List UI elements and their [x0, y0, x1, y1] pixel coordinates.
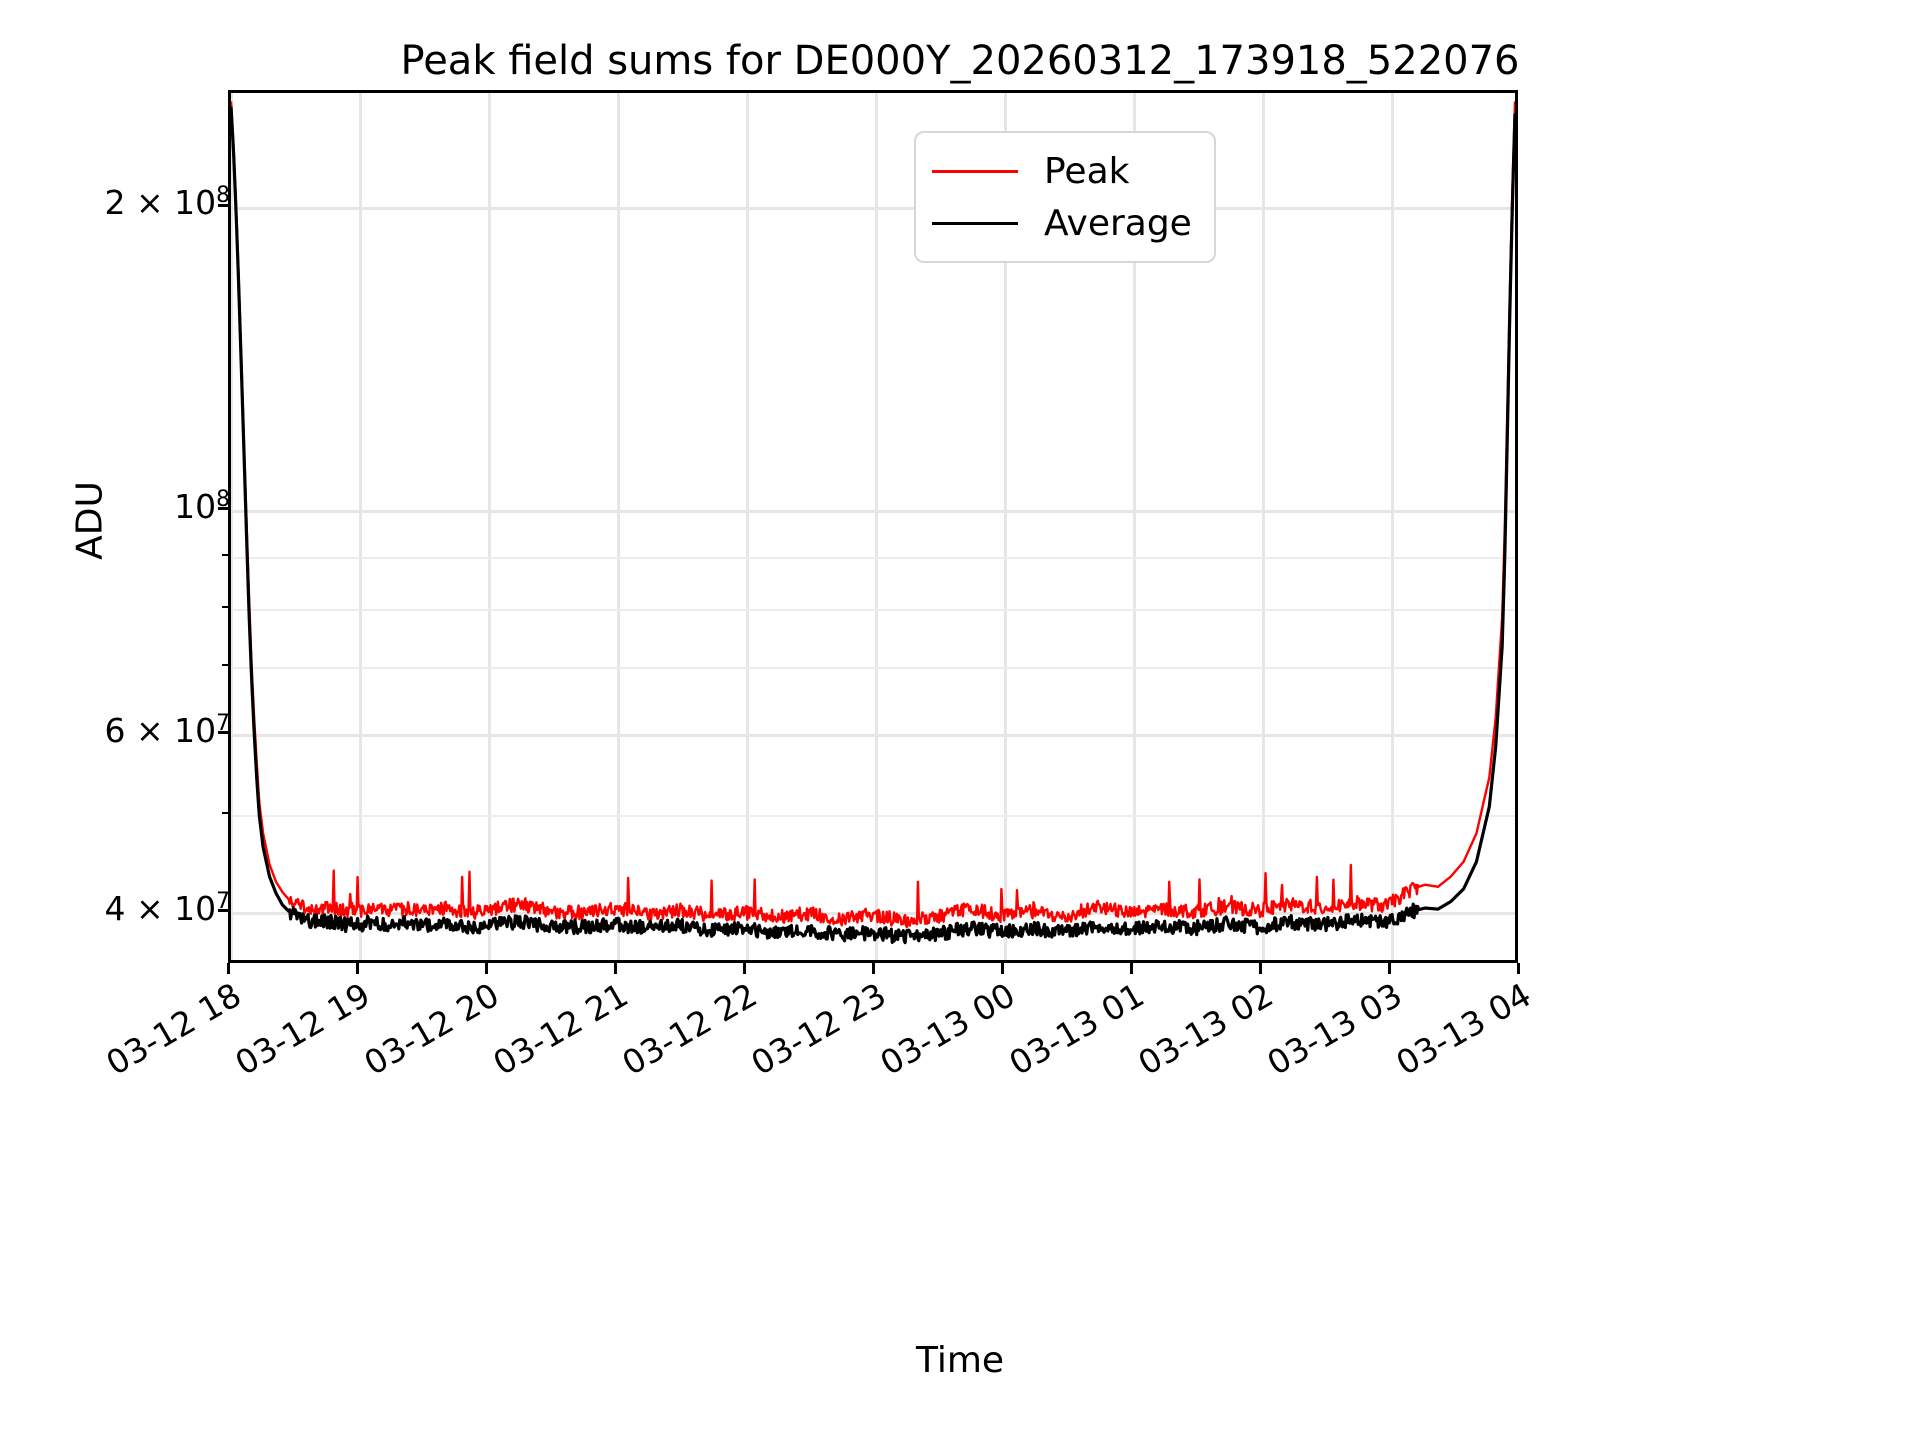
grid-line-horizontal-minor — [231, 557, 1515, 560]
y-tick-exponent: 8 — [216, 486, 230, 512]
x-axis-tick-mark — [355, 963, 359, 974]
grid-line-horizontal — [231, 510, 1515, 514]
y-axis-tick-mark — [218, 909, 229, 913]
y-axis-tick-mark — [218, 731, 229, 735]
y-axis-minor-tick-mark — [222, 554, 229, 557]
y-axis-minor-tick-mark — [222, 811, 229, 814]
legend-item: Peak — [932, 145, 1192, 197]
series-line-peak — [231, 101, 1515, 927]
y-axis-tick-label: 2 × 108 — [105, 183, 230, 222]
grid-line-horizontal-minor — [231, 667, 1515, 670]
legend-color-swatch — [932, 221, 1018, 225]
grid-line-horizontal — [231, 734, 1515, 738]
grid-line-vertical — [487, 93, 491, 960]
y-tick-mantissa: 6 × 10 — [104, 710, 217, 750]
x-axis-tick-mark — [484, 963, 488, 974]
chart-title: Peak field sums for DE000Y_20260312_1739… — [400, 38, 1520, 84]
data-lines — [231, 93, 1515, 960]
grid-line-horizontal — [231, 206, 1515, 210]
y-axis-minor-tick-mark — [222, 664, 229, 667]
y-tick-mantissa: 2 × 10 — [104, 183, 217, 223]
y-axis-label: ADU — [69, 481, 111, 560]
legend-color-swatch — [932, 169, 1018, 173]
grid-line-vertical — [1390, 93, 1394, 960]
y-tick-mantissa: 10 — [174, 486, 217, 526]
grid-line-vertical — [616, 93, 620, 960]
y-tick-exponent: 8 — [216, 183, 230, 209]
legend-item: Average — [932, 197, 1192, 249]
legend-label: Peak — [1044, 150, 1130, 192]
x-axis-tick-mark — [742, 963, 746, 974]
grid-line-vertical — [358, 93, 362, 960]
grid-line-vertical — [1261, 93, 1265, 960]
x-axis-tick-mark — [1258, 963, 1262, 974]
y-axis-tick-label: 108 — [174, 487, 230, 526]
y-tick-mantissa: 4 × 10 — [104, 888, 217, 928]
grid-line-vertical — [1003, 93, 1007, 960]
chart-legend: Peak Average — [914, 131, 1216, 263]
legend-label: Average — [1044, 202, 1192, 244]
x-axis-tick-mark — [226, 963, 230, 974]
x-axis-tick-mark — [1000, 963, 1004, 974]
x-axis-tick-mark — [871, 963, 875, 974]
x-axis-tick-mark — [1129, 963, 1133, 974]
grid-line-horizontal-minor — [231, 814, 1515, 817]
grid-line-vertical — [1132, 93, 1136, 960]
y-axis-tick-label: 6 × 107 — [105, 711, 230, 750]
x-axis-tick-mark — [1516, 963, 1520, 974]
y-tick-exponent: 7 — [216, 710, 230, 736]
y-tick-exponent: 7 — [216, 888, 230, 914]
x-axis-tick-mark — [613, 963, 617, 974]
grid-line-vertical — [231, 93, 233, 960]
series-line-average — [231, 107, 1515, 943]
y-axis-tick-label: 4 × 107 — [105, 889, 230, 928]
plot-area — [228, 90, 1518, 963]
grid-line-vertical — [874, 93, 878, 960]
x-axis-label: Time — [915, 1340, 1005, 1381]
x-axis-tick-mark — [1387, 963, 1391, 974]
y-axis-tick-mark — [218, 203, 229, 207]
y-axis-tick-mark — [218, 507, 229, 511]
grid-line-horizontal-minor — [231, 608, 1515, 611]
grid-line-vertical — [745, 93, 749, 960]
y-axis-minor-tick-mark — [222, 605, 229, 608]
